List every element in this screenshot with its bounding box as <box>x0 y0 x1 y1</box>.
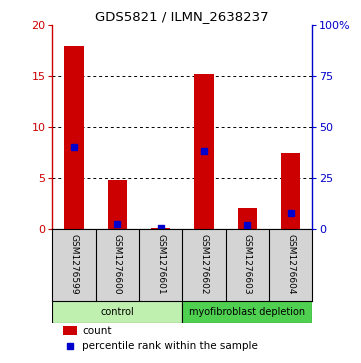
Text: GSM1276602: GSM1276602 <box>200 234 208 295</box>
Bar <box>108 180 127 229</box>
Bar <box>281 154 300 229</box>
Text: myofibroblast depletion: myofibroblast depletion <box>189 307 305 317</box>
Title: GDS5821 / ILMN_2638237: GDS5821 / ILMN_2638237 <box>96 10 269 23</box>
Bar <box>182 301 312 323</box>
Text: GSM1276599: GSM1276599 <box>70 234 78 295</box>
Text: GSM1276604: GSM1276604 <box>286 234 295 295</box>
Bar <box>63 326 77 335</box>
Text: percentile rank within the sample: percentile rank within the sample <box>82 341 258 351</box>
Bar <box>52 301 182 323</box>
Text: count: count <box>82 326 112 336</box>
Text: GSM1276600: GSM1276600 <box>113 234 122 295</box>
Bar <box>151 228 170 229</box>
Bar <box>64 46 84 229</box>
Bar <box>194 74 214 229</box>
Text: control: control <box>100 307 134 317</box>
Text: GSM1276601: GSM1276601 <box>156 234 165 295</box>
Bar <box>238 208 257 229</box>
Text: GSM1276603: GSM1276603 <box>243 234 252 295</box>
